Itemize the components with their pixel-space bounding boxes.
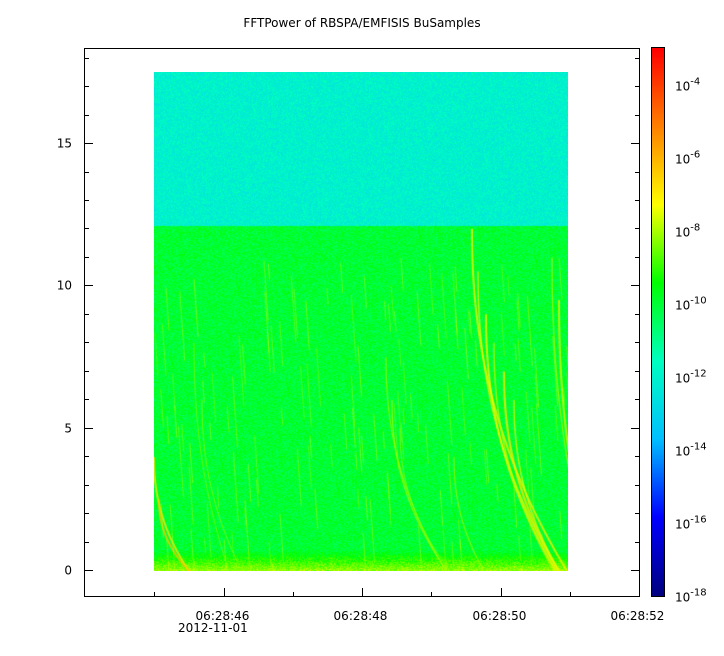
y-axis: 0 5 10 15 xyxy=(57,58,639,578)
colorbar-tick-label: 10-4 xyxy=(675,77,700,94)
y-tick-label: 15 xyxy=(57,137,72,151)
colorbar-tick-label: 10-6 xyxy=(675,150,700,167)
y-tick-label: 5 xyxy=(64,422,72,436)
colorbar-tick-label: 10-16 xyxy=(675,515,707,532)
y-tick-label: 0 xyxy=(64,564,72,578)
colorbar-tick-label: 10-18 xyxy=(675,588,707,605)
x-axis: 06:28:46 06:28:48 06:28:50 06:28:52 xyxy=(154,588,665,623)
colorbar-tick-label: 10-8 xyxy=(675,223,700,240)
x-tick-label: 06:28:50 xyxy=(473,609,527,623)
spectrogram-image xyxy=(154,72,568,571)
colorbar-tick-label: 10-12 xyxy=(675,369,707,386)
x-tick-label: 06:28:46 xyxy=(196,609,250,623)
colorbar-axis: 10-4 10-6 10-8 10-10 10-12 10-14 10-16 10-18 xyxy=(660,77,707,605)
x-tick-label: 06:28:52 xyxy=(611,609,665,623)
x-tick-label: 06:28:48 xyxy=(334,609,388,623)
colorbar-tick-label: 10-14 xyxy=(675,442,707,459)
colorbar-gradient xyxy=(652,48,664,596)
colorbar-frame xyxy=(651,47,665,597)
chart-title: FFTPower of RBSPA/EMFISIS BuSamples xyxy=(243,16,481,30)
y-tick-label: 10 xyxy=(57,279,72,293)
colorbar-tick-label: 10-10 xyxy=(675,296,707,313)
x-axis-date-label: 2012-11-01 xyxy=(178,621,248,635)
